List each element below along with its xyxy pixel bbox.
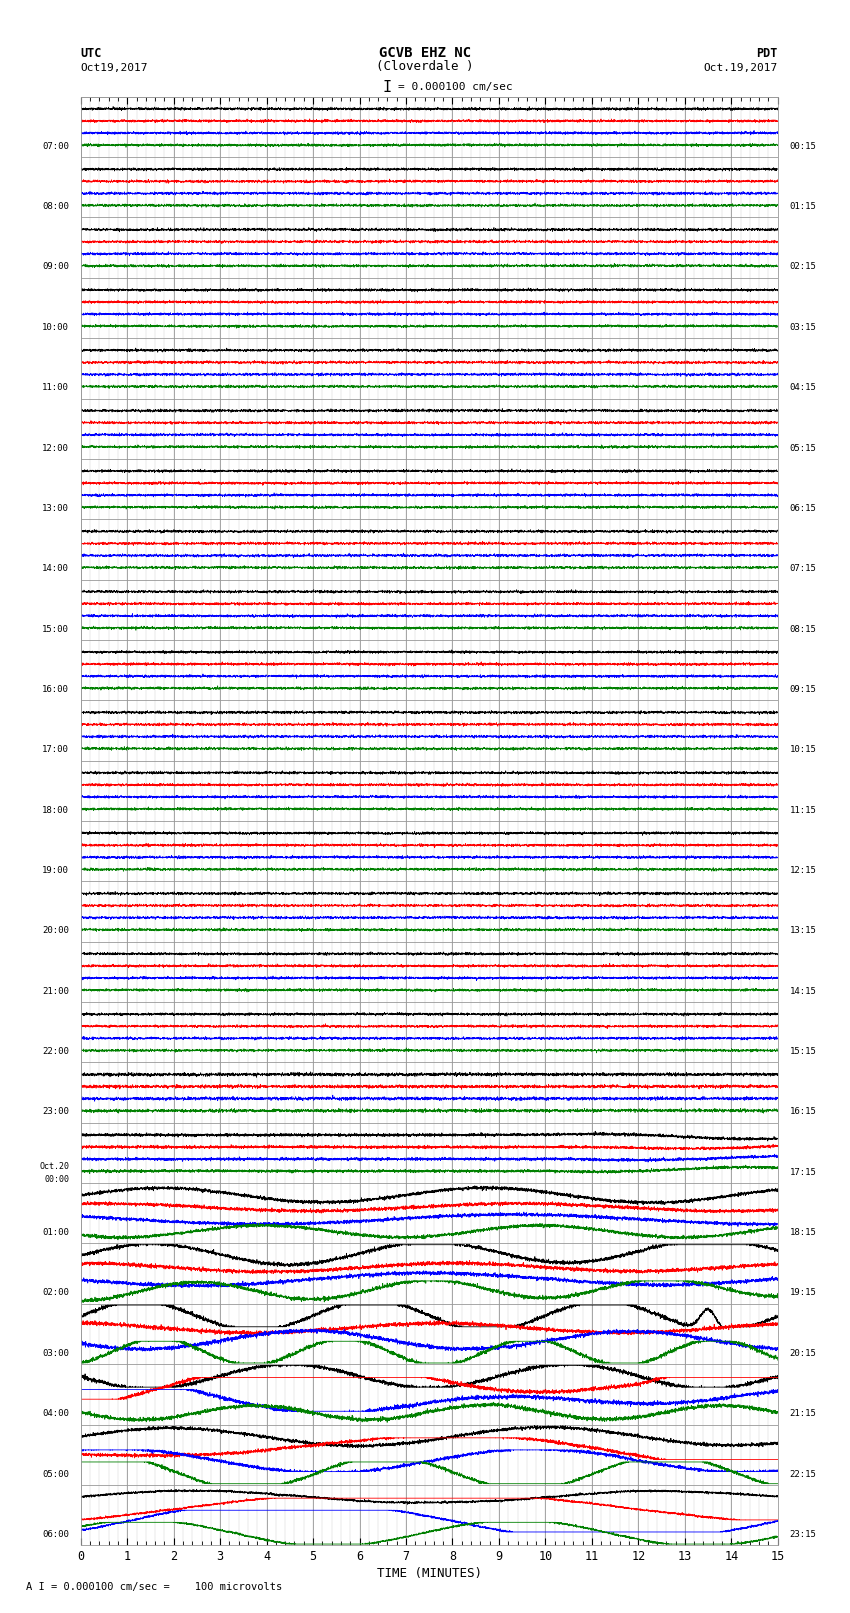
Text: 23:00: 23:00: [42, 1108, 69, 1116]
Text: Oct.19,2017: Oct.19,2017: [704, 63, 778, 73]
Text: 02:15: 02:15: [790, 263, 816, 271]
Text: 12:00: 12:00: [42, 444, 69, 453]
Text: 04:00: 04:00: [42, 1410, 69, 1418]
Text: 03:15: 03:15: [790, 323, 816, 332]
Text: 11:15: 11:15: [790, 805, 816, 815]
Text: 13:00: 13:00: [42, 503, 69, 513]
Text: 14:15: 14:15: [790, 987, 816, 995]
Text: GCVB EHZ NC: GCVB EHZ NC: [379, 47, 471, 60]
Text: 09:00: 09:00: [42, 263, 69, 271]
Text: 23:15: 23:15: [790, 1529, 816, 1539]
Text: 15:00: 15:00: [42, 624, 69, 634]
Text: 18:00: 18:00: [42, 805, 69, 815]
Text: UTC: UTC: [81, 47, 102, 60]
Text: 21:15: 21:15: [790, 1410, 816, 1418]
Text: 06:00: 06:00: [42, 1529, 69, 1539]
Text: 05:00: 05:00: [42, 1469, 69, 1479]
Text: 20:15: 20:15: [790, 1348, 816, 1358]
Text: 19:15: 19:15: [790, 1289, 816, 1297]
Text: 04:15: 04:15: [790, 384, 816, 392]
Text: I: I: [382, 79, 391, 95]
Text: 20:00: 20:00: [42, 926, 69, 936]
Text: 17:00: 17:00: [42, 745, 69, 755]
Text: 16:15: 16:15: [790, 1108, 816, 1116]
Text: 11:00: 11:00: [42, 384, 69, 392]
Text: 08:15: 08:15: [790, 624, 816, 634]
Text: 07:15: 07:15: [790, 565, 816, 573]
Text: 19:00: 19:00: [42, 866, 69, 874]
Text: 13:15: 13:15: [790, 926, 816, 936]
Text: 14:00: 14:00: [42, 565, 69, 573]
Text: PDT: PDT: [756, 47, 778, 60]
Text: 10:00: 10:00: [42, 323, 69, 332]
Text: 12:15: 12:15: [790, 866, 816, 874]
Text: 22:15: 22:15: [790, 1469, 816, 1479]
Text: 07:00: 07:00: [42, 142, 69, 150]
Text: A I = 0.000100 cm/sec =    100 microvolts: A I = 0.000100 cm/sec = 100 microvolts: [26, 1582, 281, 1592]
Text: 00:15: 00:15: [790, 142, 816, 150]
Text: Oct19,2017: Oct19,2017: [81, 63, 148, 73]
Text: = 0.000100 cm/sec: = 0.000100 cm/sec: [398, 82, 513, 92]
Text: 16:00: 16:00: [42, 686, 69, 694]
Text: 15:15: 15:15: [790, 1047, 816, 1057]
Text: 02:00: 02:00: [42, 1289, 69, 1297]
Text: Oct.20: Oct.20: [39, 1161, 69, 1171]
Text: 00:00: 00:00: [44, 1174, 69, 1184]
Text: 17:15: 17:15: [790, 1168, 816, 1177]
Text: 21:00: 21:00: [42, 987, 69, 995]
Text: 06:15: 06:15: [790, 503, 816, 513]
Text: (Cloverdale ): (Cloverdale ): [377, 60, 473, 73]
Text: 22:00: 22:00: [42, 1047, 69, 1057]
Text: 01:15: 01:15: [790, 202, 816, 211]
Text: 01:00: 01:00: [42, 1227, 69, 1237]
Text: 09:15: 09:15: [790, 686, 816, 694]
Text: 05:15: 05:15: [790, 444, 816, 453]
Text: 18:15: 18:15: [790, 1227, 816, 1237]
Text: 03:00: 03:00: [42, 1348, 69, 1358]
Text: 10:15: 10:15: [790, 745, 816, 755]
Text: 08:00: 08:00: [42, 202, 69, 211]
X-axis label: TIME (MINUTES): TIME (MINUTES): [377, 1568, 482, 1581]
